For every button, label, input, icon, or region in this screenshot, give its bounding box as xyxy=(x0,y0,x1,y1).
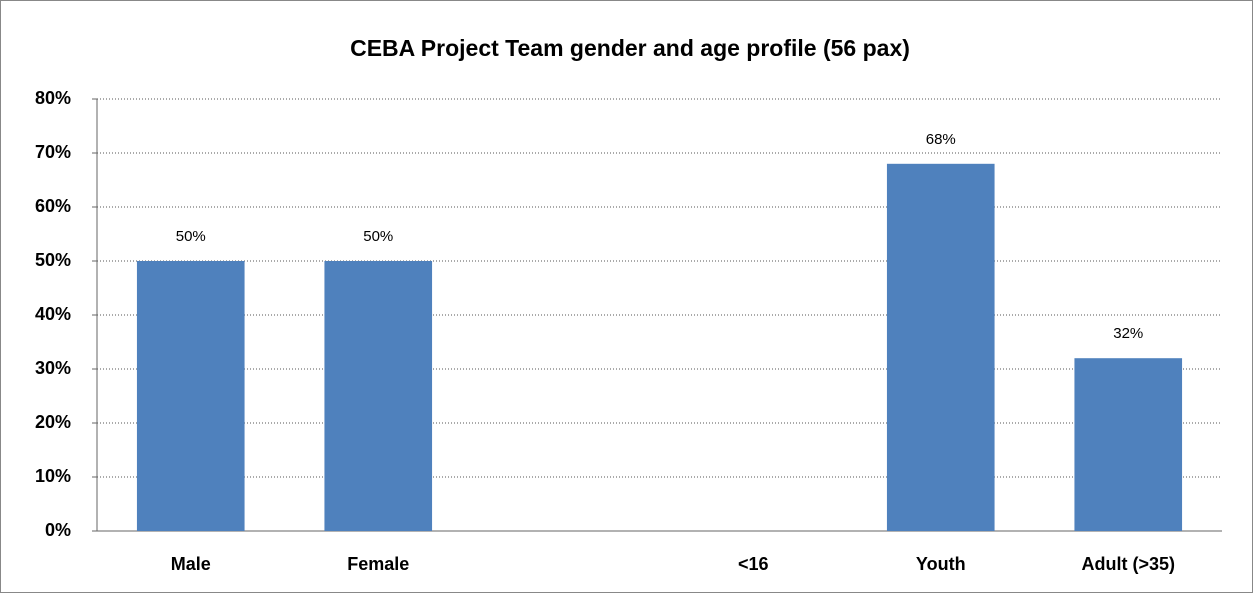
y-tick-label: 50% xyxy=(35,250,71,270)
x-tick-label: Adult (>35) xyxy=(1081,554,1175,574)
value-label: 32% xyxy=(1113,325,1143,342)
y-tick-label: 70% xyxy=(35,142,71,162)
chart-title: CEBA Project Team gender and age profile… xyxy=(350,35,910,61)
y-tick-label: 20% xyxy=(35,412,71,432)
bar xyxy=(1074,358,1183,531)
x-tick-label: Male xyxy=(171,554,211,574)
bar xyxy=(136,261,245,531)
x-tick-label: Youth xyxy=(916,554,966,574)
x-tick-label: Female xyxy=(347,554,409,574)
value-label: 50% xyxy=(363,228,393,245)
bar xyxy=(324,261,433,531)
bar xyxy=(886,163,995,532)
value-label: 50% xyxy=(176,228,206,245)
y-tick-label: 0% xyxy=(45,520,71,540)
y-tick-label: 30% xyxy=(35,358,71,378)
y-tick-label: 10% xyxy=(35,466,71,486)
y-tick-label: 60% xyxy=(35,196,71,216)
value-label: 68% xyxy=(926,131,956,148)
y-tick-label: 80% xyxy=(35,88,71,108)
x-tick-label: <16 xyxy=(738,554,769,574)
y-tick-label: 40% xyxy=(35,304,71,324)
